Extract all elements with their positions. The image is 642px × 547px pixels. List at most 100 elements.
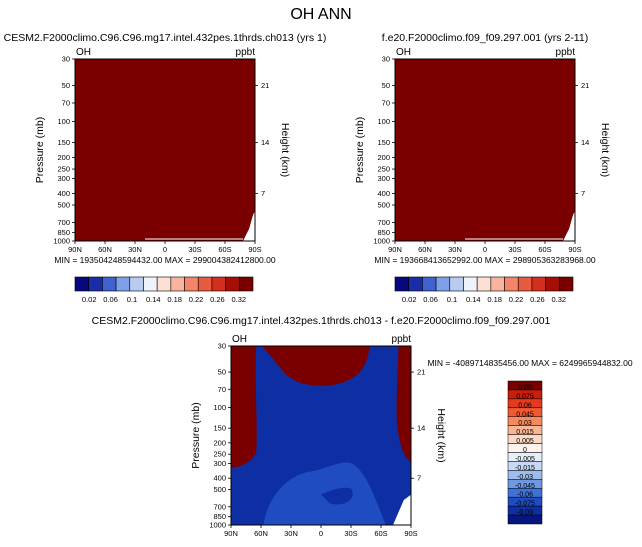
colorbar-label: -0.06 bbox=[517, 492, 533, 499]
colorbar-label: 0.015 bbox=[516, 429, 534, 436]
x-tick-label: 90S bbox=[404, 529, 417, 538]
y-tick-label: 50 bbox=[62, 81, 70, 90]
y-tick-label: 500 bbox=[377, 201, 390, 210]
y-tick-label: 1000 bbox=[209, 521, 226, 530]
y-tick-label: 50 bbox=[382, 81, 390, 90]
colorbar-label: 0.075 bbox=[516, 393, 534, 400]
panel-title: CESM2.F2000climo.C96.C96.mg17.intel.432p… bbox=[4, 32, 327, 44]
colorbar-swatch bbox=[225, 276, 240, 292]
colorbar-label: 0.32 bbox=[551, 295, 566, 304]
x-tick-label: 30S bbox=[188, 245, 201, 254]
colorbar-label: 0.14 bbox=[466, 295, 481, 304]
field-negative-pocket bbox=[321, 487, 353, 505]
colorbar-label: 0.26 bbox=[530, 295, 545, 304]
colorbar-label: 0.005 bbox=[516, 438, 534, 445]
x-tick-label: 60N bbox=[98, 245, 112, 254]
colorbar-label: 0.18 bbox=[487, 295, 502, 304]
y-axis-title: Pressure (mb) bbox=[354, 117, 366, 184]
colorbar-swatch bbox=[531, 276, 546, 292]
colorbar-label: 0.1 bbox=[127, 295, 137, 304]
x-tick-label: 0 bbox=[483, 245, 487, 254]
variable-label: OH bbox=[76, 47, 91, 58]
x-tick-label: 60S bbox=[538, 245, 551, 254]
y-tick-label: 70 bbox=[218, 385, 226, 394]
y-tick-label: 1000 bbox=[373, 237, 390, 246]
y-tick-label: 70 bbox=[62, 98, 70, 107]
field-positive-upper bbox=[261, 346, 370, 386]
x-tick-label: 60N bbox=[418, 245, 432, 254]
y-tick-label: 250 bbox=[377, 165, 390, 174]
y-tick-label: 400 bbox=[377, 189, 390, 198]
units-label: ppbt bbox=[556, 47, 576, 58]
colorbar-swatch bbox=[102, 276, 117, 292]
x-tick-label: 60N bbox=[254, 529, 268, 538]
y-tick-label: 850 bbox=[377, 228, 390, 237]
y-tick-label: 400 bbox=[213, 474, 226, 483]
min-max-stats: MIN = 193504248594432.00 MAX = 299004382… bbox=[54, 255, 275, 265]
right-tick-label: 14 bbox=[417, 424, 425, 433]
y-tick-label: 100 bbox=[213, 403, 226, 412]
y-tick-label: 200 bbox=[213, 438, 226, 447]
right-tick-label: 14 bbox=[261, 138, 269, 147]
units-label: ppbt bbox=[236, 47, 256, 58]
colorbar-swatch bbox=[490, 276, 505, 292]
right-tick-label: 21 bbox=[417, 368, 425, 377]
x-tick-label: 90N bbox=[68, 245, 82, 254]
y-tick-label: 400 bbox=[57, 189, 70, 198]
y-tick-label: 30 bbox=[218, 342, 226, 351]
y-tick-label: 500 bbox=[213, 485, 226, 494]
colorbar-swatch bbox=[74, 276, 89, 292]
y-tick-label: 100 bbox=[57, 117, 70, 126]
colorbar-label: 0.02 bbox=[402, 295, 417, 304]
colorbar-label: 0.045 bbox=[516, 411, 534, 418]
chart-panel-2: f.e20.F2000climo.f09_f09.297.001 (yrs 2-… bbox=[354, 32, 611, 304]
colorbar-swatch bbox=[88, 276, 103, 292]
x-tick-label: 30N bbox=[448, 245, 462, 254]
y-tick-label: 150 bbox=[377, 138, 390, 147]
colorbar-label: 0.06 bbox=[518, 402, 532, 409]
colorbar-swatch bbox=[170, 276, 185, 292]
y-tick-label: 1000 bbox=[53, 237, 70, 246]
y-axis-title: Pressure (mb) bbox=[190, 402, 202, 469]
x-tick-label: 30S bbox=[508, 245, 521, 254]
field-positive-right bbox=[396, 346, 411, 463]
field-positive-left bbox=[231, 346, 257, 468]
y-tick-label: 300 bbox=[377, 174, 390, 183]
colorbar-label: 0.06 bbox=[423, 295, 438, 304]
variable-label: OH bbox=[232, 334, 247, 345]
field-fill bbox=[395, 59, 575, 241]
colorbar-swatch bbox=[507, 514, 543, 525]
colorbar-swatch bbox=[476, 276, 492, 292]
x-tick-label: 90S bbox=[568, 245, 581, 254]
colorbar-label: 0.26 bbox=[210, 295, 225, 304]
colorbar-label: 0.32 bbox=[231, 295, 246, 304]
x-tick-label: 90S bbox=[248, 245, 261, 254]
variable-label: OH bbox=[396, 47, 411, 58]
x-tick-label: 0 bbox=[163, 245, 167, 254]
right-tick-label: 7 bbox=[261, 189, 265, 198]
y-tick-label: 200 bbox=[57, 153, 70, 162]
colorbar-label: 0.1 bbox=[447, 295, 457, 304]
colorbar-label: -0.045 bbox=[515, 483, 535, 490]
right-tick-label: 7 bbox=[581, 189, 585, 198]
surface-mask bbox=[243, 211, 255, 241]
colorbar-swatch bbox=[504, 276, 519, 292]
colorbar-label: 0.18 bbox=[167, 295, 182, 304]
colorbar-swatch bbox=[197, 276, 213, 292]
x-tick-label: 60S bbox=[218, 245, 231, 254]
chart-panel-1: CESM2.F2000climo.C96.C96.mg17.intel.432p… bbox=[4, 32, 327, 304]
colorbar-swatch bbox=[143, 276, 158, 292]
colorbar-swatch bbox=[156, 276, 172, 292]
y-tick-label: 30 bbox=[382, 55, 390, 64]
y-tick-label: 150 bbox=[213, 424, 226, 433]
panel-title: f.e20.F2000climo.f09_f09.297.001 (yrs 2-… bbox=[382, 32, 588, 44]
colorbar-swatch bbox=[184, 276, 199, 292]
y-axis-title: Pressure (mb) bbox=[34, 117, 46, 184]
colorbar-label: -0.075 bbox=[515, 501, 535, 508]
colorbar-swatch bbox=[422, 276, 437, 292]
surface-mask bbox=[393, 494, 411, 525]
colorbar-label: 0.06 bbox=[103, 295, 118, 304]
page-title: OH ANN bbox=[290, 6, 351, 23]
colorbar-label: -0.005 bbox=[515, 456, 535, 463]
